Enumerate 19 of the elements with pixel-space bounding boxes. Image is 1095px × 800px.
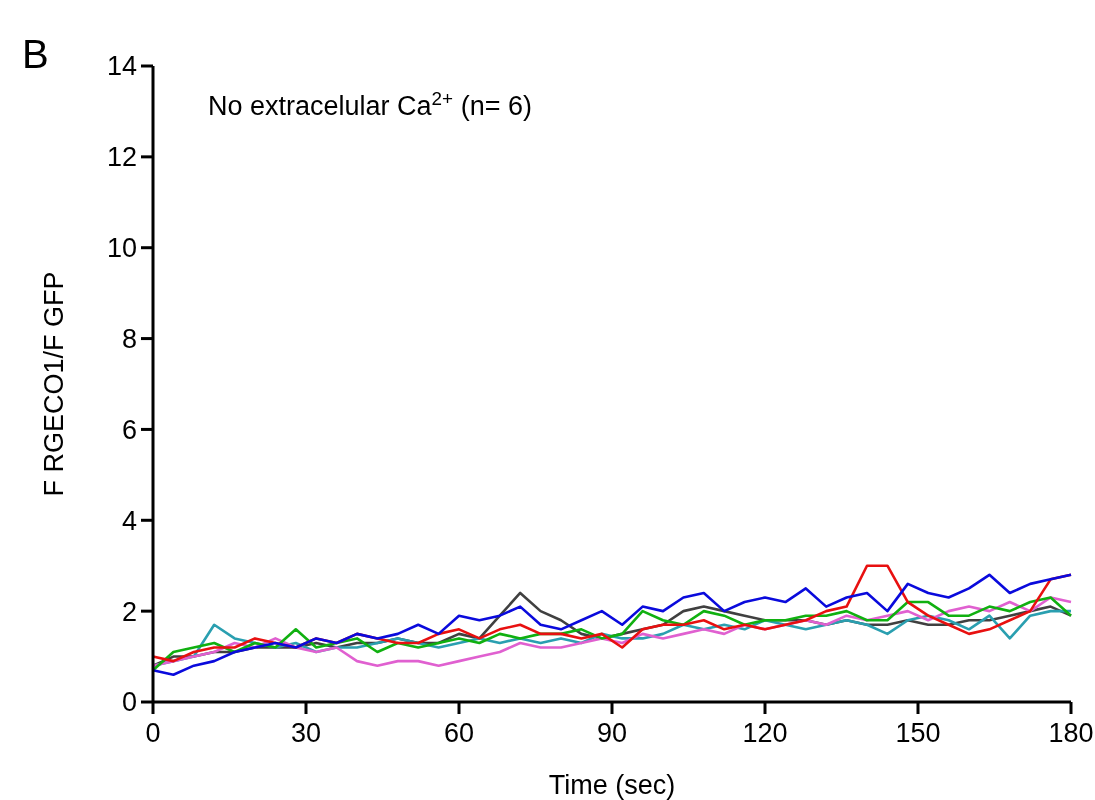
y-tick-label: 6 [121,414,137,445]
x-tick-label: 60 [443,718,475,748]
x-tick-label: 0 [145,718,161,748]
y-tick-label: 0 [121,687,137,718]
x-tick-label: 120 [742,718,788,748]
annotation: No extracelular Ca$^{2+}$ (n= 6) [208,87,532,121]
x-tick-label: 180 [1048,718,1094,748]
x-tick-label: 150 [895,718,941,748]
y-tick-label: 12 [106,142,137,173]
y-tick-label: 10 [106,233,137,264]
y-tick-label: 14 [106,51,137,82]
y-axis-title: F RGECO1/F GFP [39,271,69,497]
y-tick-label: 4 [121,505,137,536]
y-tick-label: 8 [121,324,137,355]
x-tick-label: 30 [290,718,322,748]
text: B [22,32,49,76]
x-axis-title: Time (sec) [548,770,676,800]
y-tick-label: 2 [121,596,137,627]
x-tick-label: 90 [596,718,628,748]
